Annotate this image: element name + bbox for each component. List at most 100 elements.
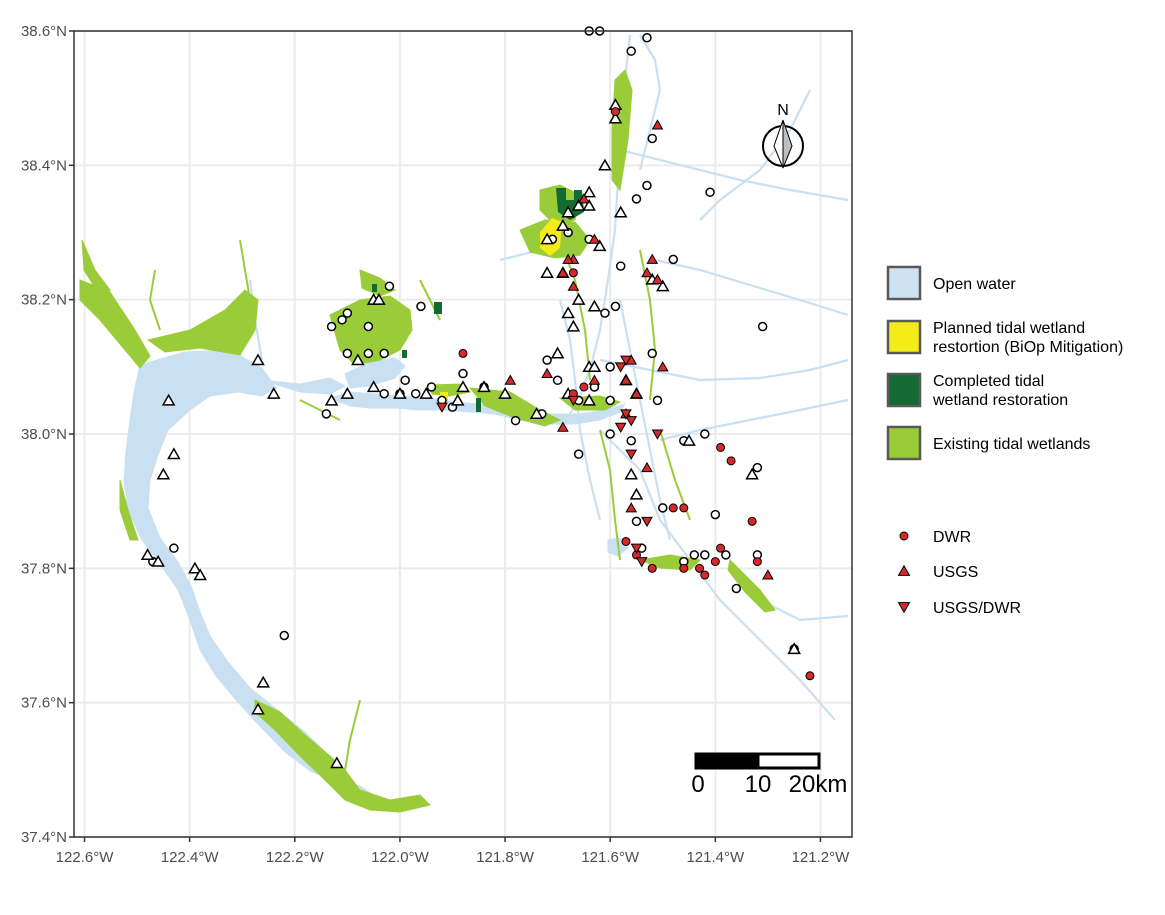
station-open-circle <box>631 194 642 204</box>
station-open-circle <box>400 375 410 386</box>
calaveras-river <box>659 398 849 442</box>
station-dwr <box>679 503 689 513</box>
legend-marker-usgs <box>897 564 911 576</box>
station-open-triangle <box>587 360 602 372</box>
legend-swatch <box>886 425 922 461</box>
station-dwr <box>668 503 678 513</box>
legend-label: Open water <box>933 276 1016 293</box>
station-open-circle <box>426 382 437 392</box>
station-open-circle <box>379 388 389 399</box>
station-open-circle <box>342 348 353 359</box>
station-open-triangle <box>587 299 602 312</box>
restored-site-5 <box>476 398 481 412</box>
petaluma-marsh <box>81 239 111 297</box>
legend-station-label: USGS <box>933 564 978 581</box>
legend-label: restortion (BiOp Mitigation) <box>933 339 1123 356</box>
station-open-circle <box>700 429 710 439</box>
station-usgs <box>541 367 553 379</box>
station-usgs-dwr <box>625 449 638 460</box>
station-open-triangle <box>582 393 596 406</box>
station-usgs-dwr <box>625 416 638 427</box>
station-open-circle <box>337 315 347 325</box>
station-open-circle <box>689 550 700 560</box>
station-open-triangle <box>324 393 339 406</box>
american-river <box>619 148 849 202</box>
station-usgs-dwr <box>641 516 653 528</box>
station-open-circle <box>642 180 652 191</box>
restored-site-4 <box>402 350 407 358</box>
station-open-triangle <box>266 386 281 399</box>
legend-label: wetland restoration <box>932 392 1068 409</box>
station-usgs <box>651 273 664 285</box>
legend-station-label: DWR <box>933 529 971 546</box>
station-dwr <box>621 536 631 546</box>
station-usgs-dwr <box>614 422 627 434</box>
stations-layer <box>140 26 815 769</box>
restored-site-3 <box>372 284 377 292</box>
station-open-triangle <box>540 232 554 245</box>
station-usgs <box>620 374 632 385</box>
station-open-triangle <box>372 292 386 305</box>
station-open-circle <box>705 187 715 197</box>
legend-marker-usgs-dwr <box>897 602 911 614</box>
station-open-circle <box>342 308 353 318</box>
north-arrow: N <box>762 102 804 169</box>
station-open-triangle <box>256 675 271 688</box>
legend-swatch <box>886 372 922 408</box>
station-open-triangle <box>529 407 544 419</box>
sacramento-marsh <box>611 69 633 192</box>
station-open-circle <box>710 509 721 520</box>
station-open-circle <box>384 281 395 291</box>
y-tick-label: 38.0°N <box>21 426 67 443</box>
station-open-circle <box>668 254 679 265</box>
scale-label-0: 0 <box>691 771 704 798</box>
station-open-triangle <box>561 306 575 319</box>
station-open-circle <box>605 429 615 439</box>
san-joaquin-river <box>599 429 836 721</box>
station-dwr <box>579 382 589 392</box>
station-open-triangle <box>188 561 202 574</box>
habitat-legend: Open water Planned tidal wetland restortio… <box>886 265 1123 461</box>
station-usgs-dwr <box>436 402 448 413</box>
sloughs-delta-3 <box>599 429 621 561</box>
scale-bar-outline <box>694 752 821 770</box>
x-tick-label: 122.4°W <box>161 849 220 866</box>
station-open-circle <box>458 368 468 379</box>
station-open-triangle <box>624 467 639 480</box>
completed-restoration-layer <box>372 188 584 412</box>
deer-creek <box>699 89 811 221</box>
southern-delta-marsh <box>727 558 776 613</box>
station-dwr <box>710 557 720 567</box>
sloughs-north <box>239 239 251 301</box>
station-dwr <box>610 107 620 117</box>
x-tick-label: 122.2°W <box>266 849 325 866</box>
legend-marker-dwr <box>899 531 909 541</box>
station-open-circle <box>631 516 642 527</box>
x-tick-label: 122.6°W <box>56 849 115 866</box>
south-bay-marsh <box>254 699 431 813</box>
station-open-triangle <box>351 353 365 366</box>
legend-label: Existing tidal wetlands <box>933 436 1090 453</box>
station-open-triangle <box>571 292 586 305</box>
station-usgs <box>646 253 659 264</box>
station-usgs-dwr <box>635 557 648 568</box>
restored-site-2 <box>434 302 442 314</box>
station-open-triangle <box>477 380 491 393</box>
station-open-triangle <box>556 219 570 231</box>
station-dwr <box>700 570 710 580</box>
station-legend: DWR USGS USGS/DWR <box>897 529 1021 617</box>
station-usgs <box>625 502 638 513</box>
station-open-triangle <box>140 548 155 561</box>
station-open-triangle <box>745 467 759 480</box>
station-dwr <box>679 563 689 573</box>
station-usgs-dwr <box>620 355 632 366</box>
station-open-triangle <box>608 111 623 124</box>
station-usgs-dwr <box>630 543 643 554</box>
station-open-triangle <box>330 756 344 769</box>
station-usgs <box>588 233 601 244</box>
station-dwr <box>747 516 757 526</box>
x-tick-label: 121.4°W <box>686 849 745 866</box>
station-usgs <box>557 267 569 278</box>
station-open-triangle <box>582 198 596 211</box>
y-tick-label: 37.8°N <box>21 560 67 577</box>
